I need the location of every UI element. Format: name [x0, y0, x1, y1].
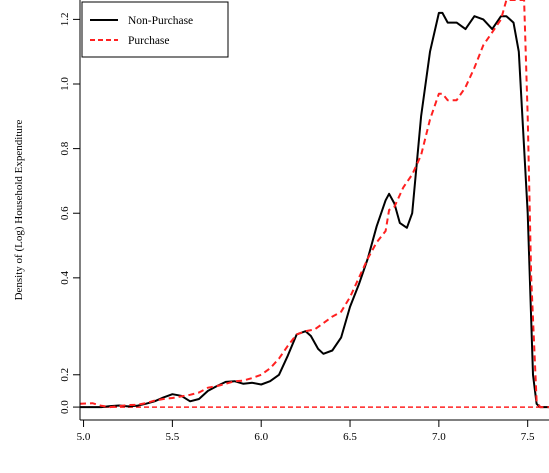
- y-tick-label: 1.2: [59, 13, 71, 27]
- y-axis-title: Density of (Log) Household Expenditure: [13, 119, 25, 300]
- x-axis-ticks: 5.0 5.5 6.0 6.5 7.0 7.5: [77, 420, 535, 443]
- legend: Non-Purchase Purchase: [81, 1, 229, 58]
- x-tick-label: 6.5: [343, 431, 357, 443]
- y-tick-label: 0.0: [59, 400, 71, 414]
- x-tick-label: 6.0: [254, 431, 268, 443]
- y-axis-ticks: 0.0 0.2 0.4 0.6 0.8 1.0 1.2: [59, 13, 80, 414]
- series-line-non-purchase: [80, 11, 549, 409]
- legend-box: [81, 1, 229, 58]
- series-line-purchase: [79, 0, 549, 409]
- x-tick-label: 5.5: [166, 431, 180, 443]
- legend-label-purchase: Purchase: [128, 35, 170, 47]
- y-tick-label: 1.0: [59, 77, 71, 91]
- y-tick-label: 0.2: [59, 368, 71, 382]
- x-tick-label: 5.0: [77, 431, 91, 443]
- y-tick-label: 0.6: [59, 206, 71, 220]
- axes: [79, 0, 549, 421]
- plot-area: [79, 0, 549, 409]
- x-tick-label: 7.0: [432, 431, 446, 443]
- legend-label-non-purchase: Non-Purchase: [128, 15, 193, 27]
- x-tick-label: 7.5: [521, 431, 535, 443]
- y-tick-label: 0.8: [59, 141, 71, 155]
- y-tick-label: 0.4: [59, 270, 71, 284]
